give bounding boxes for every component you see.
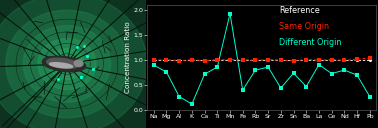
Text: Same Origin: Same Origin — [279, 22, 329, 31]
Ellipse shape — [42, 56, 86, 72]
Text: Reference: Reference — [279, 6, 320, 15]
Circle shape — [6, 10, 128, 118]
Polygon shape — [0, 0, 146, 128]
Circle shape — [38, 38, 96, 90]
Ellipse shape — [74, 60, 83, 67]
Circle shape — [50, 49, 84, 79]
Ellipse shape — [47, 58, 79, 68]
Y-axis label: Concentration Ratio: Concentration Ratio — [125, 22, 131, 93]
Circle shape — [23, 26, 111, 102]
Ellipse shape — [50, 63, 73, 68]
Circle shape — [0, 0, 147, 128]
Text: Different Origin: Different Origin — [279, 38, 341, 47]
